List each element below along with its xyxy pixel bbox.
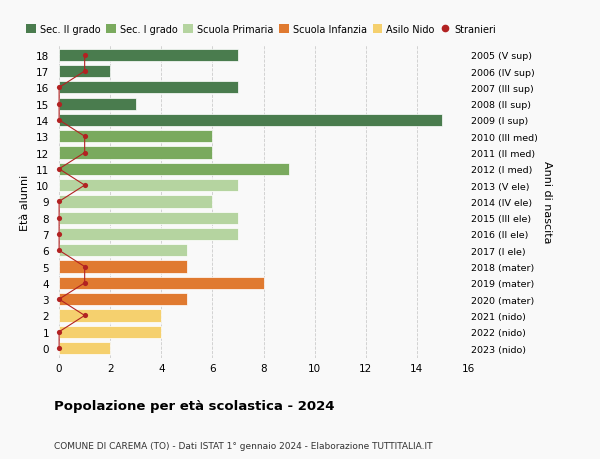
Point (55, 166, 64, 173)
Point (55, 101, 64, 108)
Bar (59, 179, 238, 192)
Text: Popolazione per età scolastica - 2024: Popolazione per età scolastica - 2024 (54, 399, 335, 412)
Bar (59, 277, 263, 289)
Bar (59, 115, 442, 127)
Bar (59, 82, 238, 94)
Text: COMUNE DI CAREMA (TO) - Dati ISTAT 1° gennaio 2024 - Elaborazione TUTTITALIA.IT: COMUNE DI CAREMA (TO) - Dati ISTAT 1° ge… (54, 441, 433, 450)
Bar (59, 196, 212, 208)
Bar (59, 293, 187, 306)
Bar (59, 98, 136, 111)
Point (55, 328, 64, 336)
Bar (59, 131, 212, 143)
Point (55, 247, 64, 254)
Bar (59, 326, 161, 338)
Point (80, 280, 89, 287)
Point (55, 198, 64, 206)
Point (55, 345, 64, 352)
Point (55, 296, 64, 303)
Point (80, 263, 89, 271)
Legend: Sec. II grado, Sec. I grado, Scuola Primaria, Scuola Infanzia, Asilo Nido, Stran: Sec. II grado, Sec. I grado, Scuola Prim… (26, 25, 496, 35)
Bar (59, 310, 161, 322)
Point (80, 150, 89, 157)
Bar (59, 50, 238, 62)
Bar (59, 261, 187, 273)
Point (80, 312, 89, 319)
Y-axis label: Anni di nascita: Anni di nascita (542, 161, 551, 243)
Bar (59, 163, 289, 175)
Point (80, 52, 89, 59)
Point (55, 117, 64, 124)
Bar (59, 66, 110, 78)
Point (55, 84, 64, 92)
Point (80, 133, 89, 140)
Bar (59, 212, 238, 224)
Point (55, 231, 64, 238)
Bar (59, 342, 110, 354)
Y-axis label: Età alunni: Età alunni (20, 174, 31, 230)
Bar (59, 229, 238, 241)
Bar (59, 245, 187, 257)
Point (80, 182, 89, 190)
Point (55, 214, 64, 222)
Bar (59, 147, 212, 159)
Point (80, 68, 89, 76)
